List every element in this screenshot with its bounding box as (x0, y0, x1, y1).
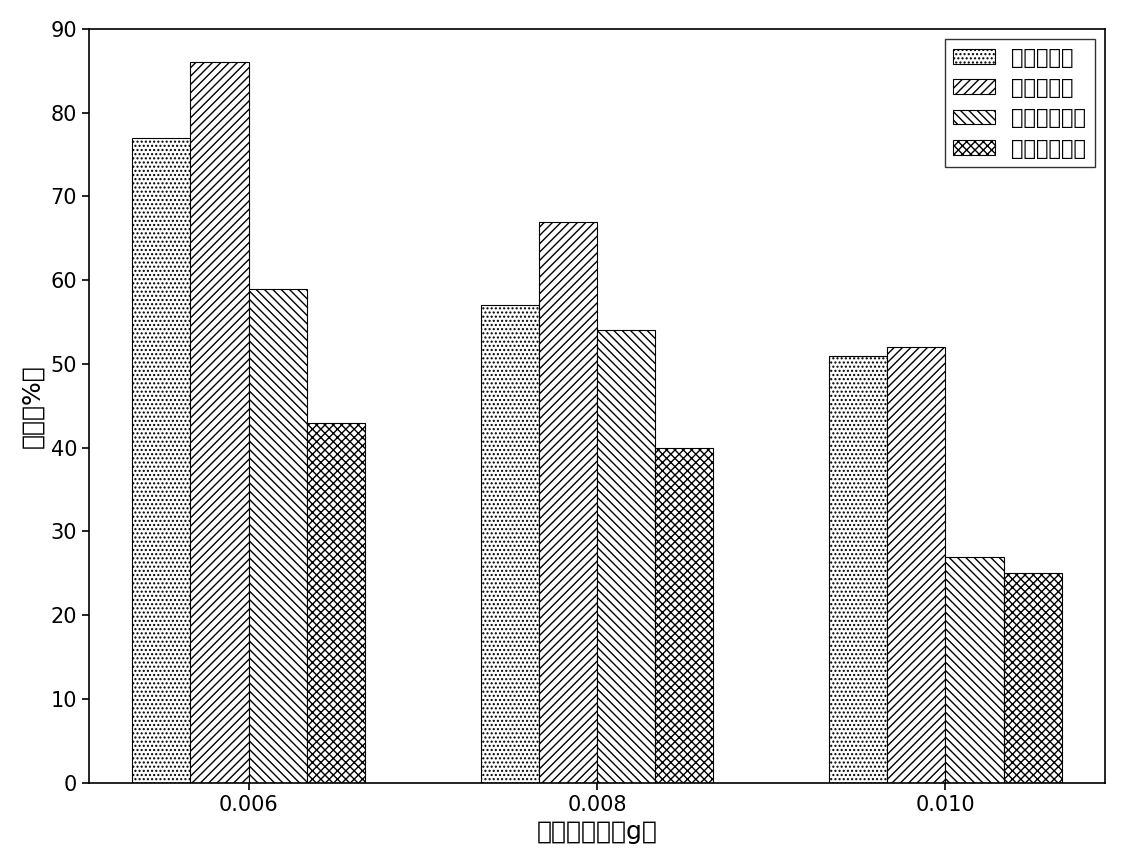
Bar (481, 305, 539, 783)
Bar (539, 221, 597, 783)
Bar (830, 356, 887, 783)
Bar (249, 289, 306, 783)
Legend: 对氯苯丙酮, 对溴苯丙酮, 对甲基苯丙酮, 对乙基苯丙酮: 对氯苯丙酮, 对溴苯丙酮, 对甲基苯丙酮, 对乙基苯丙酮 (945, 39, 1094, 167)
Bar (133, 138, 190, 783)
X-axis label: 底物加入量（g）: 底物加入量（g） (537, 820, 658, 844)
Y-axis label: 产率（%）: 产率（%） (21, 364, 45, 448)
Bar (887, 347, 946, 783)
Bar (190, 62, 249, 783)
Bar (1003, 573, 1062, 783)
Bar (597, 330, 655, 783)
Bar (306, 423, 365, 783)
Bar (655, 448, 713, 783)
Bar (946, 556, 1003, 783)
